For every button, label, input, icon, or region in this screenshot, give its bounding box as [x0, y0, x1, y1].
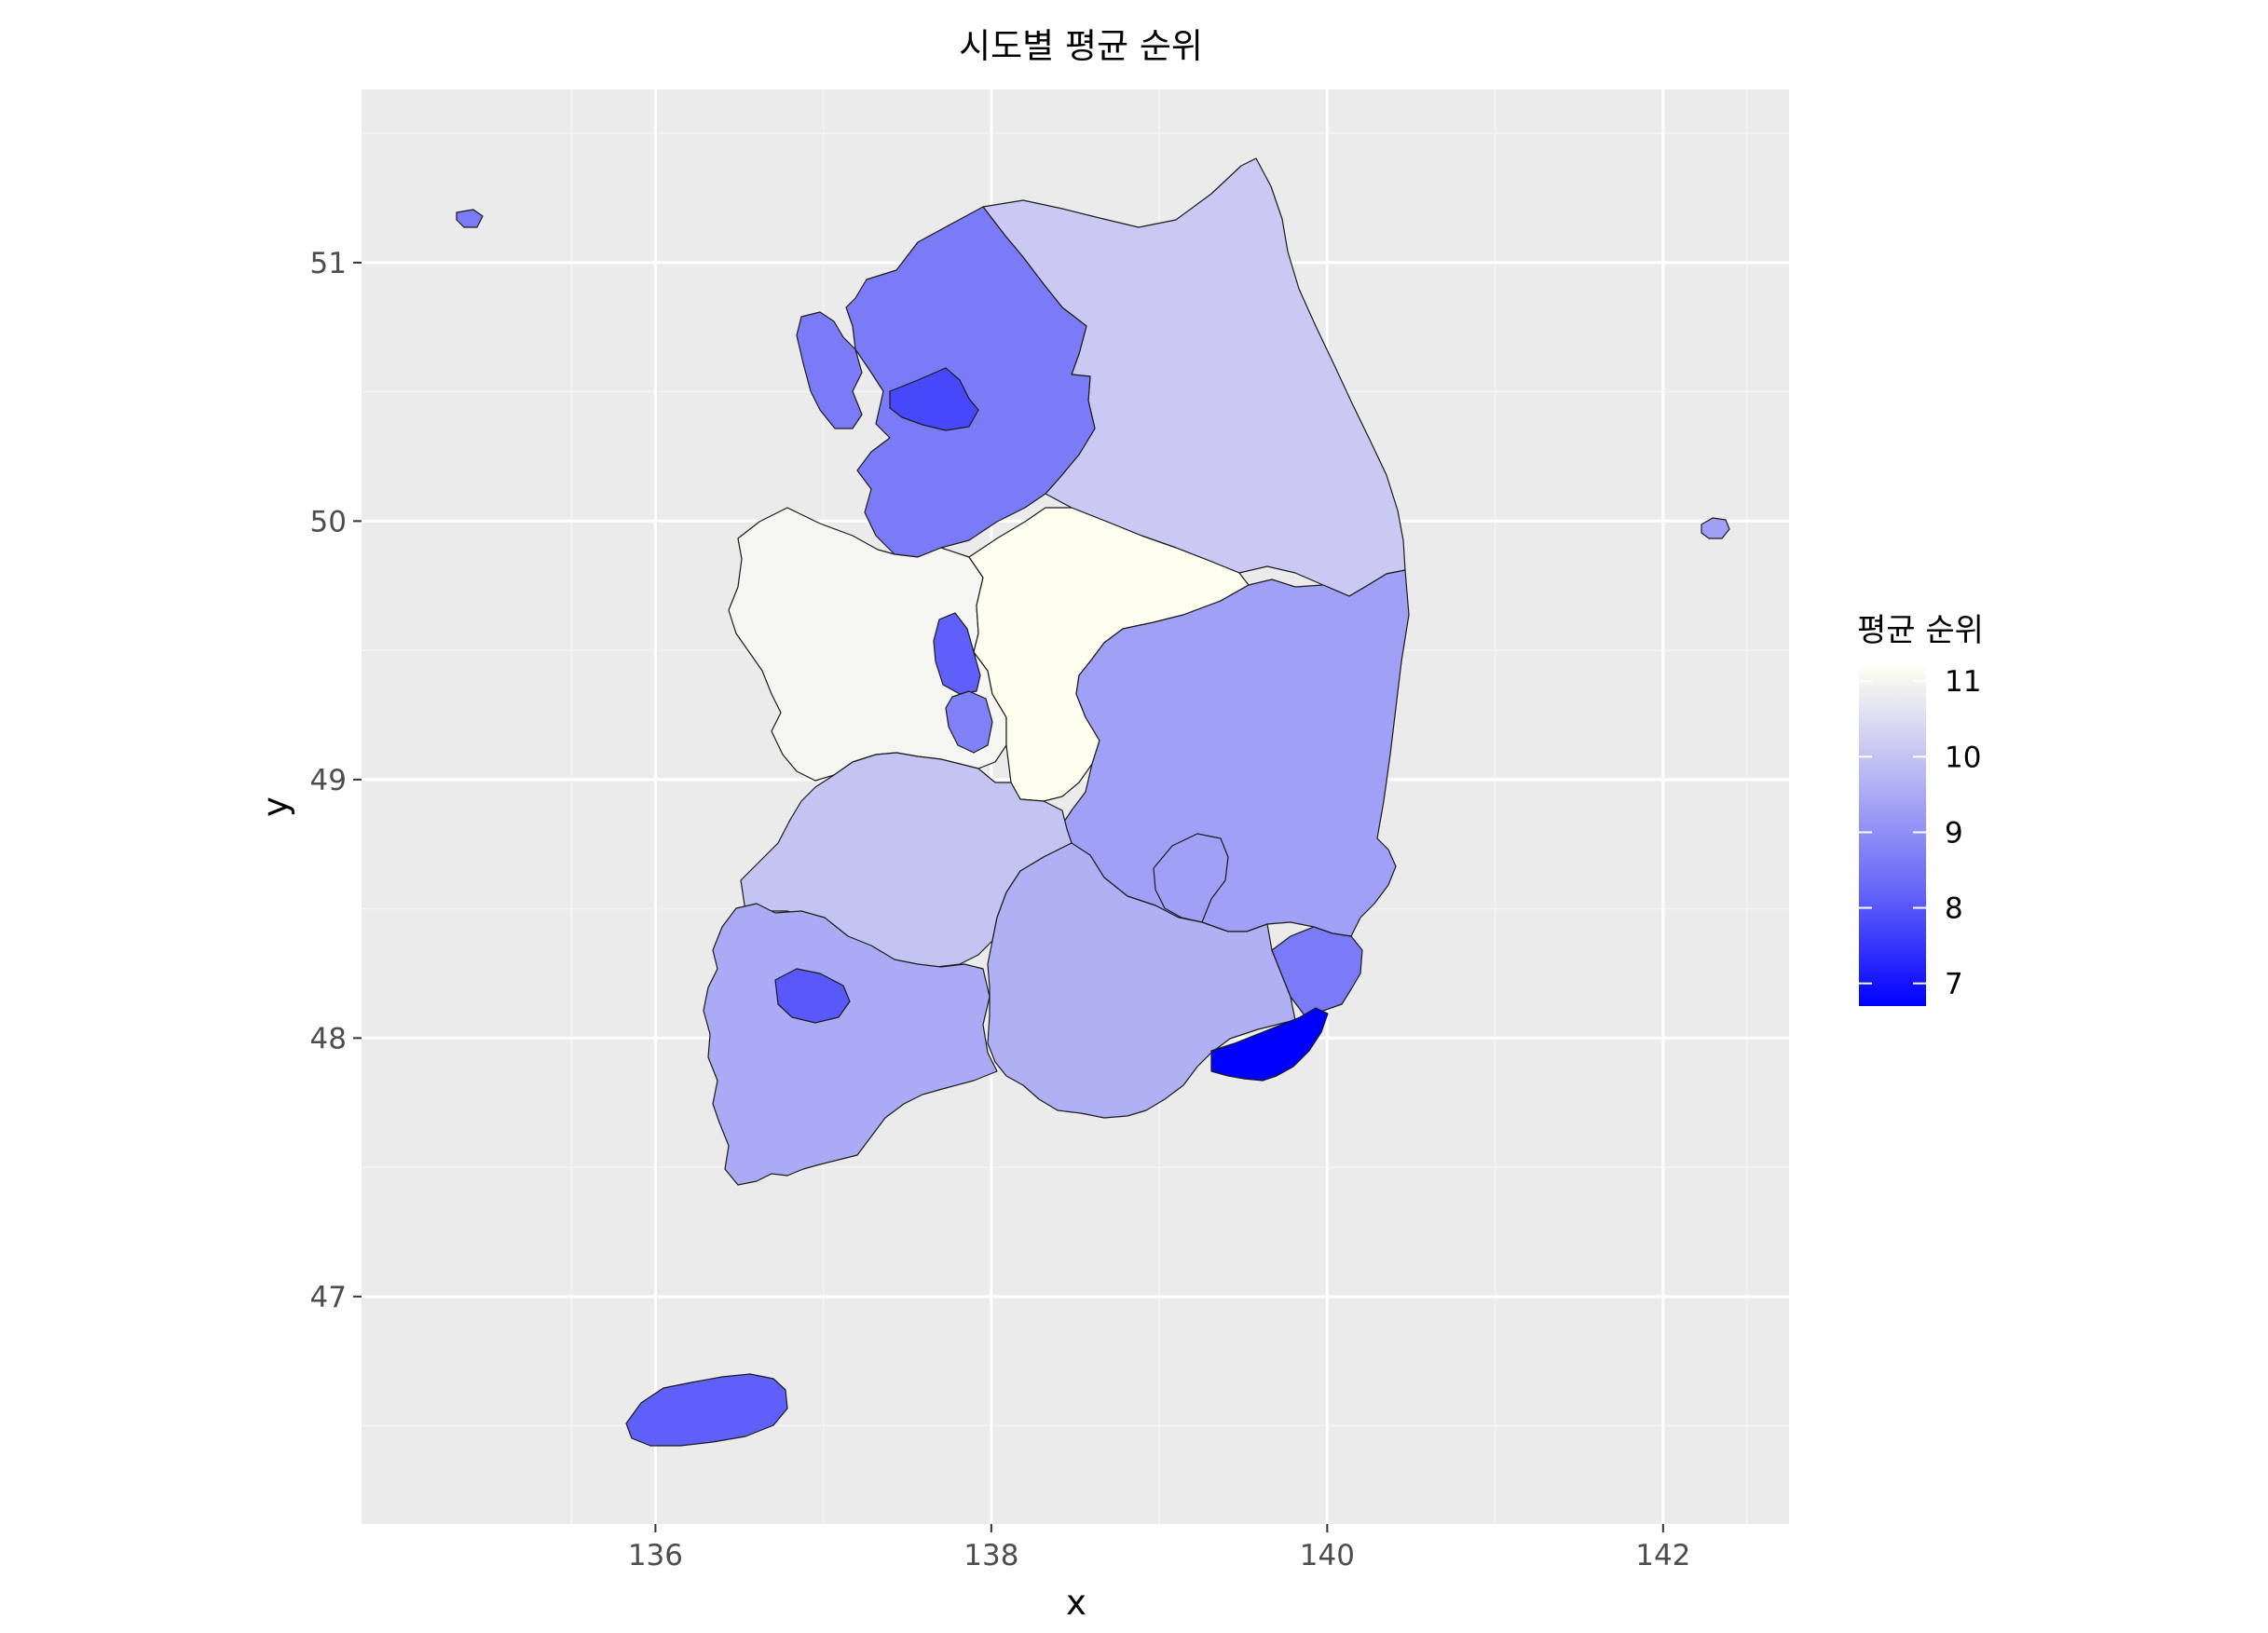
region-daejeon — [945, 690, 993, 754]
y-tick-label: 51 — [310, 247, 347, 280]
region-jeonnam — [703, 903, 998, 1186]
y-tick-label: 49 — [310, 764, 347, 797]
legend: 평균 순위 11 10 9 8 7 — [1857, 612, 1984, 1006]
region-baengnyeong — [456, 209, 484, 228]
x-tick-label: 142 — [1635, 1539, 1690, 1572]
y-tick-label: 50 — [310, 505, 347, 538]
legend-label: 11 — [1945, 665, 1981, 699]
legend-colorbar — [1859, 666, 1926, 1006]
y-axis-title: y — [255, 796, 295, 817]
region-daegu — [1153, 833, 1229, 923]
region-ulsan — [1271, 926, 1363, 1016]
region-gyeongnam — [987, 842, 1296, 1119]
legend-label: 8 — [1945, 892, 1963, 926]
x-tick-label: 138 — [963, 1539, 1018, 1572]
legend-label: 7 — [1945, 968, 1963, 1001]
region-ulleung — [1701, 517, 1730, 539]
region-incheon — [796, 311, 863, 429]
x-axis-title: x — [1066, 1583, 1086, 1623]
x-tick-label: 140 — [1300, 1539, 1355, 1572]
y-tick-label: 47 — [310, 1281, 347, 1314]
chart-title: 시도별 평균 순위 — [959, 26, 1203, 66]
axis-ticks: 136 138 140 142 47 48 49 50 51 — [310, 247, 1691, 1572]
region-seoul — [889, 367, 979, 431]
legend-label: 10 — [1945, 741, 1981, 774]
region-busan — [1210, 1007, 1329, 1082]
legend-label: 9 — [1945, 816, 1963, 850]
region-gyeonggi — [845, 206, 1096, 558]
region-sejong — [933, 612, 981, 695]
region-jeju — [625, 1373, 788, 1447]
y-tick-label: 48 — [310, 1022, 347, 1055]
legend-title: 평균 순위 — [1857, 612, 1984, 649]
legend-ticks: 11 10 9 8 7 — [1859, 665, 1981, 1001]
region-gwangju — [774, 968, 851, 1024]
x-tick-label: 136 — [628, 1539, 683, 1572]
map-regions — [456, 157, 1730, 1447]
